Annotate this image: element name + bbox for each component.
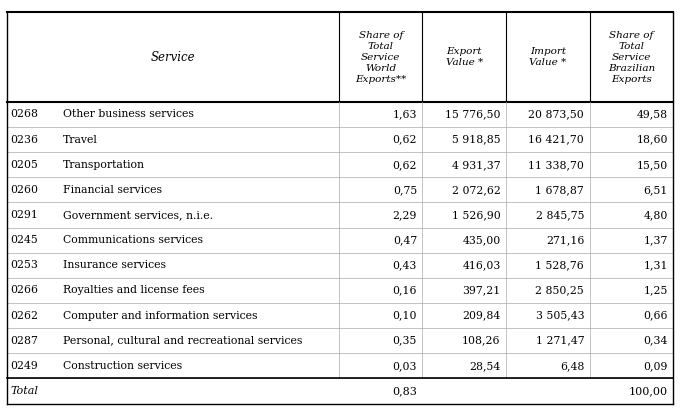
Text: 0,83: 0,83 [392, 386, 417, 396]
Text: 435,00: 435,00 [462, 235, 500, 245]
Text: 0262: 0262 [10, 311, 38, 321]
Text: Share of
Total
Service
Brazilian
Exports: Share of Total Service Brazilian Exports [608, 30, 655, 84]
Text: Other business services: Other business services [63, 109, 193, 119]
Text: 6,51: 6,51 [643, 185, 668, 195]
Text: 1,31: 1,31 [643, 260, 668, 270]
Text: Communications services: Communications services [63, 235, 203, 245]
Text: 100,00: 100,00 [628, 386, 668, 396]
Text: 0266: 0266 [10, 285, 38, 295]
Text: 28,54: 28,54 [469, 361, 500, 371]
Text: 4 931,37: 4 931,37 [452, 160, 500, 170]
Text: 2 845,75: 2 845,75 [536, 210, 584, 220]
Text: 0268: 0268 [10, 109, 38, 119]
Text: Government services, n.i.e.: Government services, n.i.e. [63, 210, 213, 220]
Text: 397,21: 397,21 [462, 285, 500, 295]
Text: Royalties and license fees: Royalties and license fees [63, 285, 204, 295]
Text: 3 505,43: 3 505,43 [536, 311, 584, 321]
Text: Total: Total [10, 386, 38, 396]
Text: 1,25: 1,25 [643, 285, 668, 295]
Text: 0,09: 0,09 [643, 361, 668, 371]
Text: 0,34: 0,34 [643, 336, 668, 346]
Text: 0205: 0205 [10, 160, 38, 170]
Text: 0260: 0260 [10, 185, 38, 195]
Text: 1,37: 1,37 [643, 235, 668, 245]
Text: 15,50: 15,50 [636, 160, 668, 170]
Text: 0253: 0253 [10, 260, 38, 270]
Text: 209,84: 209,84 [462, 311, 500, 321]
Text: 0291: 0291 [10, 210, 38, 220]
Text: 0,10: 0,10 [392, 311, 417, 321]
Text: 1,63: 1,63 [392, 109, 417, 119]
Text: Export
Value *: Export Value * [445, 47, 483, 67]
Text: Import
Value *: Import Value * [529, 47, 566, 67]
Text: 5 918,85: 5 918,85 [452, 135, 500, 145]
Text: Transportation: Transportation [63, 160, 145, 170]
Text: Share of
Total
Service
World
Exports**: Share of Total Service World Exports** [355, 30, 407, 84]
Text: 416,03: 416,03 [462, 260, 500, 270]
Text: Insurance services: Insurance services [63, 260, 165, 270]
Text: 49,58: 49,58 [636, 109, 668, 119]
Text: 0245: 0245 [10, 235, 38, 245]
Text: 0,75: 0,75 [393, 185, 417, 195]
Text: 0,47: 0,47 [393, 235, 417, 245]
Text: 1 526,90: 1 526,90 [452, 210, 500, 220]
Text: 1 678,87: 1 678,87 [535, 185, 584, 195]
Text: 2,29: 2,29 [392, 210, 417, 220]
Text: 271,16: 271,16 [546, 235, 584, 245]
Text: 0,43: 0,43 [392, 260, 417, 270]
Text: 0,66: 0,66 [643, 311, 668, 321]
Text: 18,60: 18,60 [636, 135, 668, 145]
Text: Travel: Travel [63, 135, 97, 145]
Text: 16 421,70: 16 421,70 [528, 135, 584, 145]
Text: Personal, cultural and recreational services: Personal, cultural and recreational serv… [63, 336, 302, 346]
Text: 15 776,50: 15 776,50 [445, 109, 500, 119]
Text: 0,03: 0,03 [392, 361, 417, 371]
Text: 0287: 0287 [10, 336, 38, 346]
Text: 108,26: 108,26 [462, 336, 500, 346]
Text: 1 528,76: 1 528,76 [535, 260, 584, 270]
Text: 2 850,25: 2 850,25 [535, 285, 584, 295]
Text: Computer and information services: Computer and information services [63, 311, 257, 321]
Text: 0249: 0249 [10, 361, 38, 371]
Text: 0,62: 0,62 [392, 160, 417, 170]
Text: 1 271,47: 1 271,47 [536, 336, 584, 346]
Text: 6,48: 6,48 [560, 361, 584, 371]
Text: 0236: 0236 [10, 135, 38, 145]
Text: 4,80: 4,80 [643, 210, 668, 220]
Text: 20 873,50: 20 873,50 [528, 109, 584, 119]
Text: 0,35: 0,35 [392, 336, 417, 346]
Text: 2 072,62: 2 072,62 [452, 185, 500, 195]
Text: Construction services: Construction services [63, 361, 182, 371]
Text: 11 338,70: 11 338,70 [528, 160, 584, 170]
Text: 0,16: 0,16 [392, 285, 417, 295]
Text: 0,62: 0,62 [392, 135, 417, 145]
Text: Financial services: Financial services [63, 185, 162, 195]
Text: Service: Service [150, 51, 195, 64]
